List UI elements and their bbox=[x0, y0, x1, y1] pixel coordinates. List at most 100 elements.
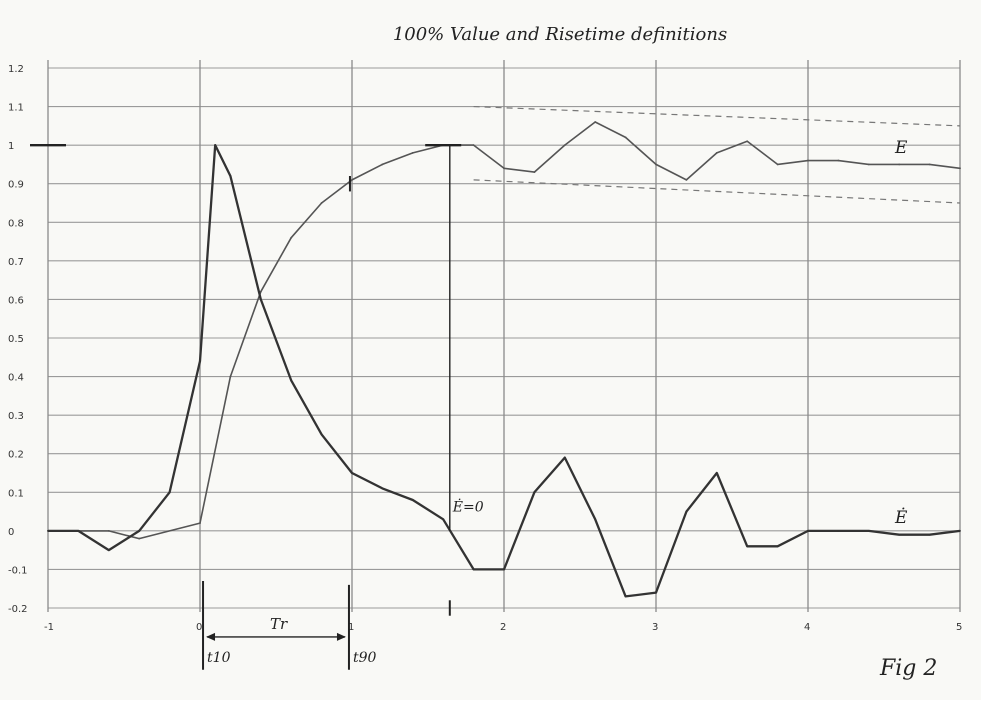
t10-label: t10 bbox=[207, 650, 231, 666]
y-tick-label: 0.4 bbox=[8, 373, 24, 384]
tr-arrow-head-left bbox=[206, 632, 216, 641]
series-point-edot bbox=[199, 360, 201, 363]
series-point-e bbox=[533, 171, 536, 174]
series-point-edot bbox=[776, 545, 779, 548]
series-point-edot bbox=[168, 491, 171, 494]
series-point-e bbox=[746, 140, 749, 143]
grid bbox=[47, 60, 961, 612]
series-point-edot bbox=[594, 518, 597, 521]
x-tick-label: 4 bbox=[804, 622, 810, 633]
series-point-edot bbox=[959, 529, 961, 532]
x-tick-label: -1 bbox=[44, 622, 54, 633]
y-tick-label: 0.3 bbox=[8, 411, 24, 422]
series-point-e bbox=[898, 163, 901, 166]
series-point-edot bbox=[47, 529, 49, 532]
x-tick-label: 5 bbox=[956, 622, 962, 633]
y-tick-label: 1 bbox=[8, 141, 14, 152]
series-point-e bbox=[290, 236, 293, 239]
envelope-lower-line bbox=[473, 179, 961, 204]
series-point-e bbox=[624, 136, 627, 139]
axes: 1.2 1.1 1 0.9 0.8 0.7 0.6 0.5 0.4 0.3 0.2 0.1 0 -0.1 -… bbox=[8, 64, 962, 633]
series-line-edot bbox=[48, 143, 961, 598]
x-tick-label: 0 bbox=[196, 622, 202, 633]
series-point-edot bbox=[290, 379, 293, 382]
tr-arrow-head-right bbox=[336, 632, 346, 641]
series-point-e bbox=[655, 163, 657, 166]
envelope-upper-line bbox=[473, 105, 961, 127]
series-point-edot bbox=[685, 510, 688, 513]
series-point-e bbox=[867, 163, 870, 166]
t90-label: t90 bbox=[353, 650, 377, 666]
series-point-e bbox=[503, 167, 505, 170]
series-point-edot bbox=[138, 529, 141, 532]
y-tick-label: 0.7 bbox=[8, 257, 24, 268]
series-point-edot bbox=[351, 472, 353, 474]
series-point-e bbox=[807, 159, 809, 162]
tr-label: Tr bbox=[270, 615, 288, 633]
series-point-e bbox=[776, 163, 779, 166]
series-point-e bbox=[959, 167, 961, 170]
series-point-edot bbox=[381, 487, 384, 490]
series-point-edot bbox=[320, 433, 323, 436]
y-tick-label: 0.5 bbox=[8, 334, 24, 345]
series-point-e bbox=[594, 121, 597, 123]
series-point-edot bbox=[746, 545, 749, 548]
series-layer bbox=[47, 105, 961, 598]
series-point-edot bbox=[563, 456, 566, 459]
y-tick-label: -0.2 bbox=[8, 604, 28, 615]
series-point-e bbox=[472, 144, 475, 147]
annotations: Tr t10 t90 Ė=0 E Ė bbox=[30, 138, 908, 670]
series-point-edot bbox=[655, 591, 657, 594]
series-label-edot: Ė bbox=[894, 507, 908, 528]
series-point-edot bbox=[77, 529, 80, 532]
series-point-e bbox=[411, 151, 414, 154]
chart-title: 100% Value and Risetime definitions bbox=[393, 24, 727, 45]
series-point-e bbox=[563, 144, 566, 147]
series-point-e bbox=[138, 537, 141, 540]
series-point-edot bbox=[503, 568, 505, 571]
series-point-e bbox=[229, 375, 232, 378]
series-point-edot bbox=[107, 549, 110, 552]
series-point-edot bbox=[229, 175, 232, 177]
series-point-edot bbox=[214, 144, 217, 147]
series-point-edot bbox=[837, 529, 840, 532]
figure-label: Fig 2 bbox=[879, 656, 937, 681]
series-point-e bbox=[259, 290, 262, 293]
x-tick-label: 1 bbox=[348, 622, 354, 633]
series-point-edot bbox=[807, 529, 809, 532]
series-label-e: E bbox=[894, 138, 908, 158]
series-point-edot bbox=[928, 533, 931, 536]
series-point-edot bbox=[533, 491, 536, 494]
series-point-edot bbox=[472, 568, 475, 571]
series-point-edot bbox=[259, 298, 262, 301]
y-tick-label: 1.1 bbox=[8, 103, 24, 114]
series-point-edot bbox=[624, 595, 627, 598]
y-tick-label: 0.9 bbox=[8, 180, 24, 191]
series-point-edot bbox=[867, 529, 870, 532]
y-tick-label: 0.8 bbox=[8, 218, 24, 229]
y-tick-label: -0.1 bbox=[8, 565, 28, 576]
series-point-e bbox=[928, 163, 931, 166]
series-point-e bbox=[381, 163, 384, 166]
series-point-e bbox=[199, 522, 201, 525]
y-tick-label: 1.2 bbox=[8, 64, 24, 75]
series-point-e bbox=[351, 178, 353, 181]
x-tick-label: 2 bbox=[500, 622, 506, 633]
series-point-e bbox=[715, 151, 718, 154]
series-point-e bbox=[320, 202, 323, 204]
series-point-e bbox=[685, 178, 688, 181]
y-tick-label: 0 bbox=[8, 527, 14, 538]
y-tick-label: 0.2 bbox=[8, 450, 24, 461]
series-point-edot bbox=[715, 472, 718, 474]
series-point-edot bbox=[411, 499, 414, 501]
x-tick-label: 3 bbox=[652, 622, 658, 633]
y-tick-label: 0.6 bbox=[8, 295, 24, 306]
series-point-edot bbox=[442, 518, 445, 521]
series-point-e bbox=[837, 159, 840, 162]
series-point-edot bbox=[898, 533, 901, 536]
series-point-e bbox=[107, 529, 110, 532]
y-tick-label: 0.1 bbox=[8, 488, 24, 499]
edot-zero-label: Ė=0 bbox=[452, 498, 484, 516]
